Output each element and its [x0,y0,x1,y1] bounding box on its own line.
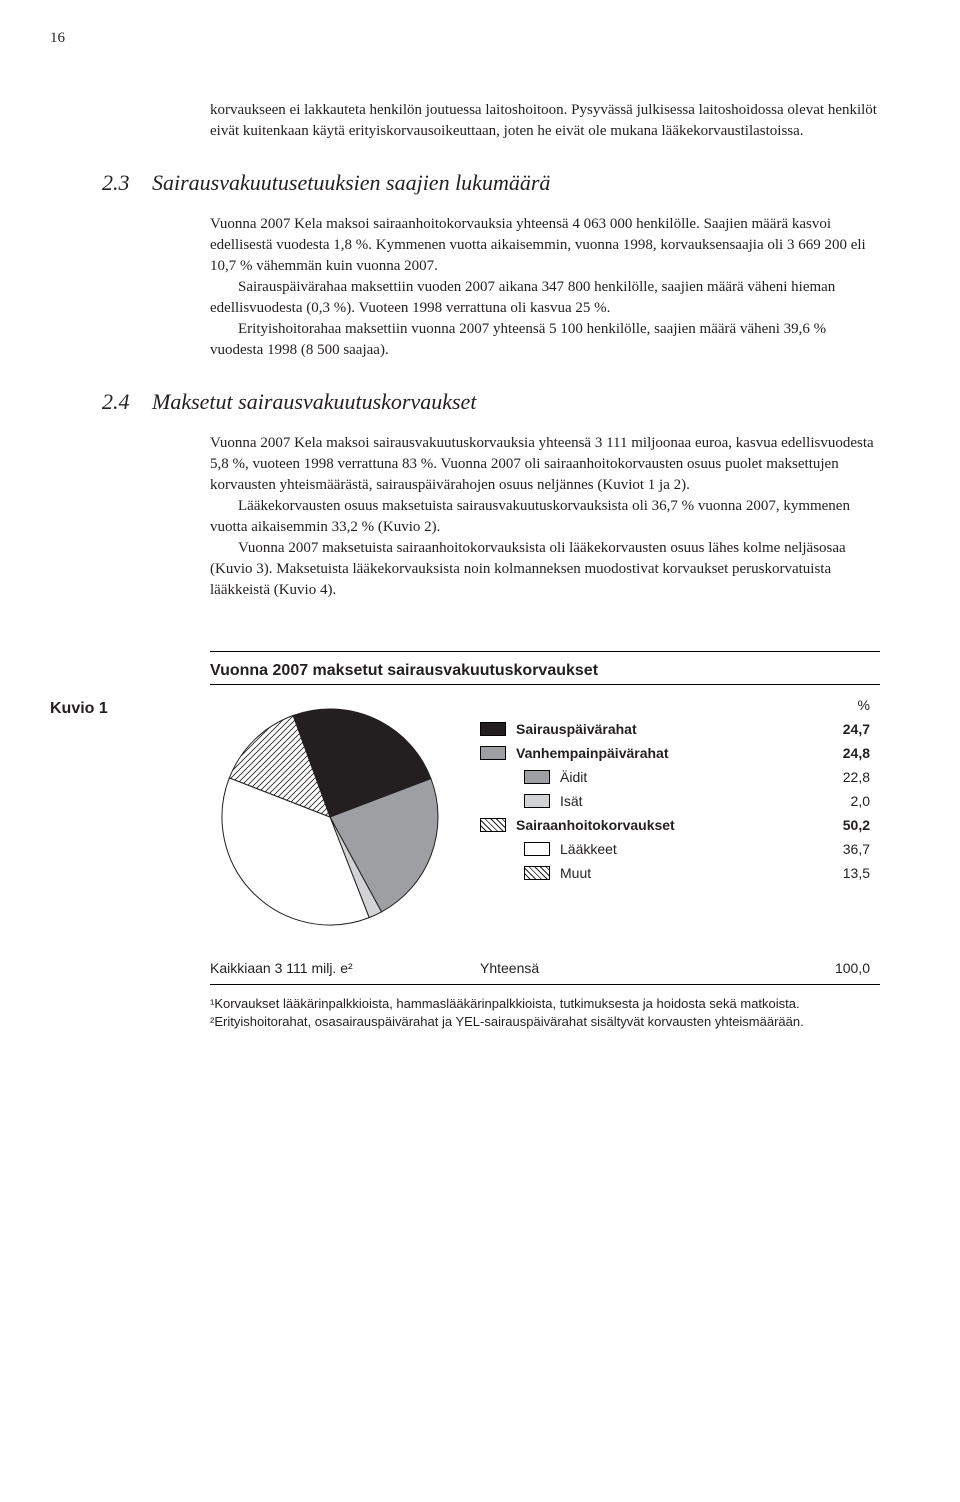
section-2-4-heading: 2.4Maksetut sairausvakuutuskorvaukset [102,389,880,415]
legend-row: Sairauspäivärahat24,7 [480,717,880,741]
section-2-3-p3: Erityishoitorahaa maksettiin vuonna 2007… [210,319,880,361]
legend-label: Lääkkeet [560,841,820,857]
legend-swatch [524,842,550,856]
total-left: Kaikkiaan 3 111 milj. e² [210,960,480,976]
legend-row: Isät2,0 [480,789,880,813]
legend-swatch [524,866,550,880]
footnote-1: ¹Korvaukset lääkärinpalkkioista, hammasl… [210,995,880,1013]
legend-row: Vanhempainpäivärahat24,8 [480,741,880,765]
chart-footnotes: ¹Korvaukset lääkärinpalkkioista, hammasl… [210,995,880,1030]
section-2-3-p1: Vuonna 2007 Kela maksoi sairaanhoitokorv… [210,214,880,277]
legend-row: Muut13,5 [480,861,880,885]
page-number: 16 [50,30,65,47]
section-title: Sairausvakuutusetuuksien saajien lukumää… [152,170,550,195]
legend-row: Äidit22,8 [480,765,880,789]
legend-value: 50,2 [820,817,880,833]
chart-kuvio-1: Kuvio 1 Vuonna 2007 maksetut sairausvaku… [210,651,880,985]
section-number: 2.3 [102,170,152,196]
section-2-4-p2: Lääkekorvausten osuus maksetuista sairau… [210,496,880,538]
legend-percent-header: % [480,697,880,713]
legend-label: Äidit [560,769,820,785]
legend-swatch [480,746,506,760]
legend-swatch [480,722,506,736]
total-mid: Yhteensä [480,960,820,976]
legend-label: Vanhempainpäivärahat [516,745,820,761]
footnote-2: ²Erityishoitorahat, osasairauspäivärahat… [210,1013,880,1031]
section-2-3-p2: Sairauspäivärahaa maksettiin vuoden 2007… [210,277,880,319]
legend-label: Muut [560,865,820,881]
legend-swatch [524,770,550,784]
chart-label: Kuvio 1 [50,700,108,718]
section-title: Maksetut sairausvakuutuskorvaukset [152,389,476,414]
section-2-3-heading: 2.3Sairausvakuutusetuuksien saajien luku… [102,170,880,196]
legend-value: 24,7 [820,721,880,737]
legend-row: Sairaanhoitokorvaukset50,2 [480,813,880,837]
chart-title-rule [210,684,880,685]
intro-paragraph: korvaukseen ei lakkauteta henkilön joutu… [210,100,880,142]
chart-body: % Sairauspäivärahat24,7Vanhempainpäivära… [210,697,880,942]
section-2-4-p1: Vuonna 2007 Kela maksoi sairausvakuutusk… [210,433,880,496]
chart-total-row: Kaikkiaan 3 111 milj. e² Yhteensä 100,0 [210,960,880,976]
legend-value: 24,8 [820,745,880,761]
legend-value: 36,7 [820,841,880,857]
legend-value: 13,5 [820,865,880,881]
total-val: 100,0 [820,960,880,976]
legend-value: 22,8 [820,769,880,785]
legend-value: 2,0 [820,793,880,809]
section-2-4-p3: Vuonna 2007 maksetuista sairaanhoitokorv… [210,538,880,601]
legend-swatch [524,794,550,808]
section-number: 2.4 [102,389,152,415]
page-content: korvaukseen ei lakkauteta henkilön joutu… [210,100,880,1030]
legend-row: Lääkkeet36,7 [480,837,880,861]
legend-label: Isät [560,793,820,809]
chart-legend: % Sairauspäivärahat24,7Vanhempainpäivära… [480,697,880,885]
legend-swatch [480,818,506,832]
chart-title: Vuonna 2007 maksetut sairausvakuutuskorv… [210,662,880,680]
pie-chart [210,697,450,942]
legend-label: Sairaanhoitokorvaukset [516,817,820,833]
legend-label: Sairauspäivärahat [516,721,820,737]
